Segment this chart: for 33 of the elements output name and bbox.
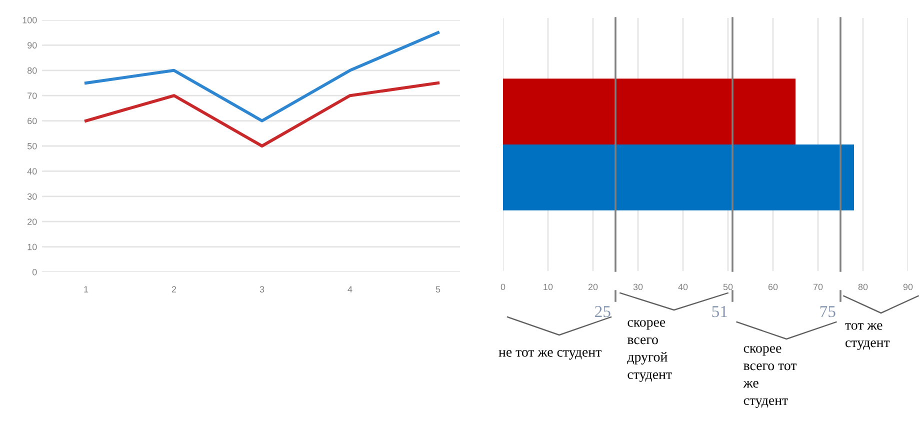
x-tick-label: 60	[768, 284, 778, 290]
x-tick-label: 3	[260, 286, 264, 293]
x-tick-label: 30	[633, 284, 643, 290]
x-tick-label: 40	[678, 284, 688, 290]
y-tick-label: 40	[27, 168, 37, 175]
x-tick-label: 50	[723, 284, 733, 290]
x-tick-label: 70	[813, 284, 823, 290]
text: скорее всего тот же студент	[743, 346, 797, 408]
x-tick-label: 90	[903, 284, 913, 290]
x-tick-label: 5	[436, 286, 440, 293]
y-tick-label: 0	[32, 268, 37, 276]
text: скорее всего другой студент	[627, 320, 672, 382]
x-tick-label: 80	[858, 284, 868, 290]
x-tick-label: 4	[348, 286, 352, 292]
ref-line-label: 25	[595, 306, 610, 318]
y-tick-label: 80	[27, 67, 37, 74]
text: тот же студент	[845, 323, 890, 350]
ref-line-label: 51	[712, 306, 727, 318]
x-tick-label: 1	[84, 286, 88, 292]
y-tick-label: 20	[28, 218, 37, 225]
y-tick-label: 10	[28, 244, 37, 250]
y-tick-label: 100	[22, 16, 37, 24]
x-tick-label: 2	[172, 286, 176, 292]
y-tick-label: 50	[27, 142, 37, 150]
y-tick-label: 70	[28, 92, 37, 99]
text: не тот же студент	[498, 350, 602, 360]
x-tick-label: 20	[588, 284, 598, 290]
x-tick-label: 0	[500, 284, 506, 290]
y-tick-label: 60	[28, 118, 37, 124]
y-tick-label: 30	[27, 193, 37, 200]
ref-line-label: 75	[820, 306, 836, 318]
y-tick-label: 90	[28, 42, 37, 49]
x-tick-label: 10	[544, 284, 553, 290]
